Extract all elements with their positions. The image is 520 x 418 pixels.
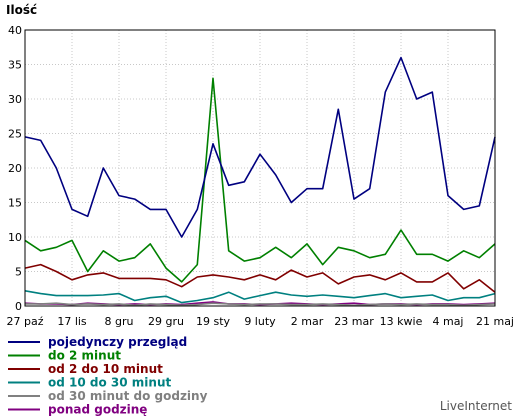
x-tick-label: 19 sty (196, 315, 231, 328)
plot-frame (24, 29, 496, 307)
x-tick-label: 9 luty (244, 315, 276, 328)
x-tick-label: 29 gru (148, 315, 184, 328)
x-tick-label: 27 paź (7, 315, 44, 328)
legend-label: od 30 minut do godziny (48, 389, 208, 403)
y-axis-label: Ilość (6, 3, 37, 17)
x-tick-label: 23 mar (334, 315, 374, 328)
y-tick-label: 20 (8, 162, 22, 175)
legend-label: ponad godzinę (48, 403, 147, 417)
legend-label: do 2 minut (48, 349, 121, 363)
series-line (24, 56, 496, 238)
x-tick-label: 4 maj (432, 315, 463, 328)
grid (24, 29, 496, 307)
y-tick-label: 15 (8, 197, 22, 210)
y-tick-label: 5 (15, 266, 22, 279)
y-tick-label: 10 (8, 231, 22, 244)
x-tick-label: 8 gru (105, 315, 134, 328)
series-lines (24, 56, 496, 307)
series-line (25, 302, 496, 307)
legend-label: od 2 do 10 minut (48, 362, 163, 376)
y-tick-label: 35 (8, 59, 22, 72)
y-tick-label: 30 (8, 93, 22, 106)
x-tick-label: 2 mar (291, 315, 324, 328)
x-tick-label: 13 kwie (380, 315, 423, 328)
y-tick-label: 40 (8, 24, 22, 37)
credit-label: LiveInternet (440, 399, 512, 413)
x-tick-label: 17 lis (57, 315, 87, 328)
x-tick-labels: 27 paź 17 lis 8 gru 29 gru 19 sty 9 luty 2 mar… (7, 315, 515, 328)
x-tick-label: 21 maj (476, 315, 514, 328)
series-line (24, 77, 496, 283)
y-tick-label: 25 (8, 128, 22, 141)
y-tick-label: 0 (15, 300, 22, 313)
y-tick-labels: 0 5 10 15 20 25 30 35 40 (8, 24, 22, 313)
legend-label: pojedynczy przegląd (48, 335, 187, 349)
legend-label: od 10 do 30 minut (48, 376, 171, 390)
series-line (24, 290, 496, 304)
series-line (24, 263, 496, 293)
